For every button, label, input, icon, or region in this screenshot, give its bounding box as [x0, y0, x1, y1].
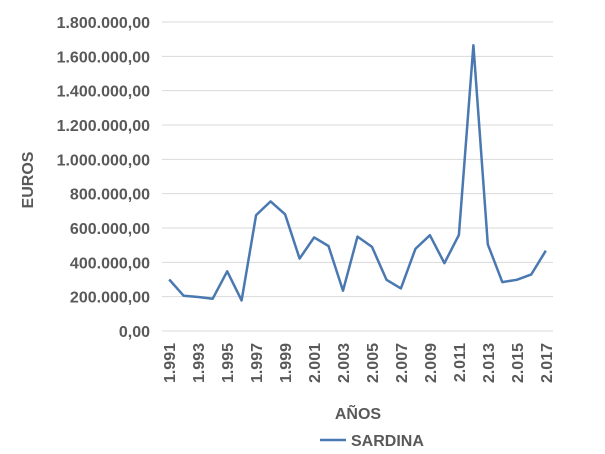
x-tick-label: 2.015: [510, 343, 527, 383]
legend-label-sardina: SARDINA: [351, 433, 424, 450]
y-axis-title: EUROS: [20, 151, 37, 208]
y-tick-label: 800.000,00: [70, 187, 150, 204]
x-tick-label: 2.007: [394, 343, 411, 383]
x-tick-label: 1.993: [191, 343, 208, 383]
x-tick-label: 1.991: [162, 343, 179, 383]
y-tick-label: 200.000,00: [70, 290, 150, 307]
x-axis-title: AÑOS: [335, 403, 382, 423]
series-line-sardina: [168, 43, 547, 302]
y-tick-label: 400.000,00: [70, 255, 150, 272]
x-tick-label: 1.997: [249, 343, 266, 383]
x-tick-label: 1.999: [278, 343, 295, 383]
y-tick-label: 1.600.000,00: [57, 49, 151, 66]
x-tick-label: 2.017: [539, 343, 556, 383]
x-tick-label: 2.009: [423, 343, 440, 383]
x-tick-label: 1.995: [220, 343, 237, 383]
y-tick-label: 1.000.000,00: [57, 152, 151, 169]
x-tick-label: 2.013: [481, 343, 498, 383]
legend: SARDINA: [320, 433, 424, 450]
x-tick-label: 2.003: [336, 343, 353, 383]
gridlines: [162, 21, 553, 332]
y-tick-label: 1.400.000,00: [57, 84, 151, 101]
y-tick-label: 600.000,00: [70, 221, 150, 238]
y-tick-label: 1.200.000,00: [57, 118, 151, 135]
y-axis-tick-labels: 0,00 200.000,00 400.000,00 600.000,00 800.00…: [57, 15, 151, 341]
y-tick-label: 0,00: [119, 324, 150, 341]
x-tick-label: 2.011: [452, 343, 469, 382]
y-tick-label: 1.800.000,00: [57, 15, 151, 32]
x-tick-label: 2.005: [365, 343, 382, 383]
x-axis-tick-labels: 1.991 1.993 1.995 1.997 1.999 2.001 2.003 2.005…: [162, 343, 556, 383]
series-layer: [168, 43, 547, 302]
x-tick-label: 2.001: [307, 343, 324, 383]
